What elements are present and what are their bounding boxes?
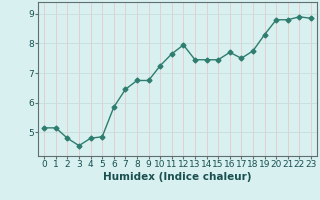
X-axis label: Humidex (Indice chaleur): Humidex (Indice chaleur) xyxy=(103,172,252,182)
